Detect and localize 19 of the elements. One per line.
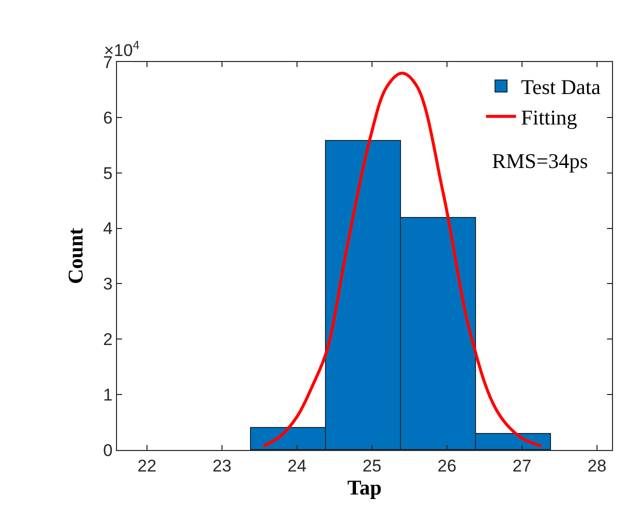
x-tick-label: 23: [212, 456, 232, 476]
annotation: RMS=34ps: [492, 149, 588, 173]
x-tick-label: 26: [438, 456, 456, 476]
y-tick-label: 2: [103, 330, 113, 350]
y-tick-label: 1: [103, 386, 113, 405]
x-tick-label: 27: [512, 456, 532, 476]
x-tick-label: 25: [362, 456, 382, 476]
x-tick-label: 24: [288, 456, 306, 476]
y-tick-label: 4: [103, 219, 113, 238]
x-axis-title: Tap: [347, 475, 382, 500]
y-tick-label: 5: [103, 164, 113, 183]
legend-label: Fitting: [521, 106, 578, 130]
y-tick-label: 6: [103, 108, 113, 128]
x-tick-label: 22: [138, 456, 156, 476]
legend-label: Test Data: [521, 75, 602, 100]
y-tick-label: 3: [103, 274, 113, 294]
x-tick-label: 28: [588, 456, 606, 476]
y-tick-label: 0: [103, 440, 113, 460]
y-axis-title: Count: [63, 228, 88, 284]
